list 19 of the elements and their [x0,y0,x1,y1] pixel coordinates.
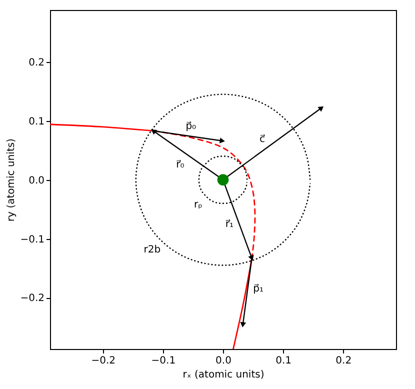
y-tick-label: 0.0 [28,175,44,186]
annotation: rₚ [194,199,202,210]
x-axis-title: rₓ (atomic units) [182,370,264,380]
annotation: r⃗₀ [176,159,184,170]
x-tick-label: −0.2 [91,356,116,366]
y-tick-label: −0.1 [20,234,44,246]
y-tick-label: 0.2 [28,57,44,68]
annotation: c⃗ [260,134,266,145]
y-axis-title: ry (atomic units) [6,138,18,222]
annotation: r2b [144,244,161,256]
annotation: p⃗₁ [253,284,264,295]
x-tick-label: 0.1 [276,356,292,366]
annotation: r⃗₁ [225,219,234,230]
y-tick-label: 0.1 [28,116,44,128]
annotation: p⃗₀ [186,120,196,132]
x-tick-label: −0.1 [151,356,176,366]
y-tick-label: −0.2 [20,293,44,304]
x-tick-label: 0.0 [216,356,232,366]
x-tick-label: 0.2 [336,356,352,366]
